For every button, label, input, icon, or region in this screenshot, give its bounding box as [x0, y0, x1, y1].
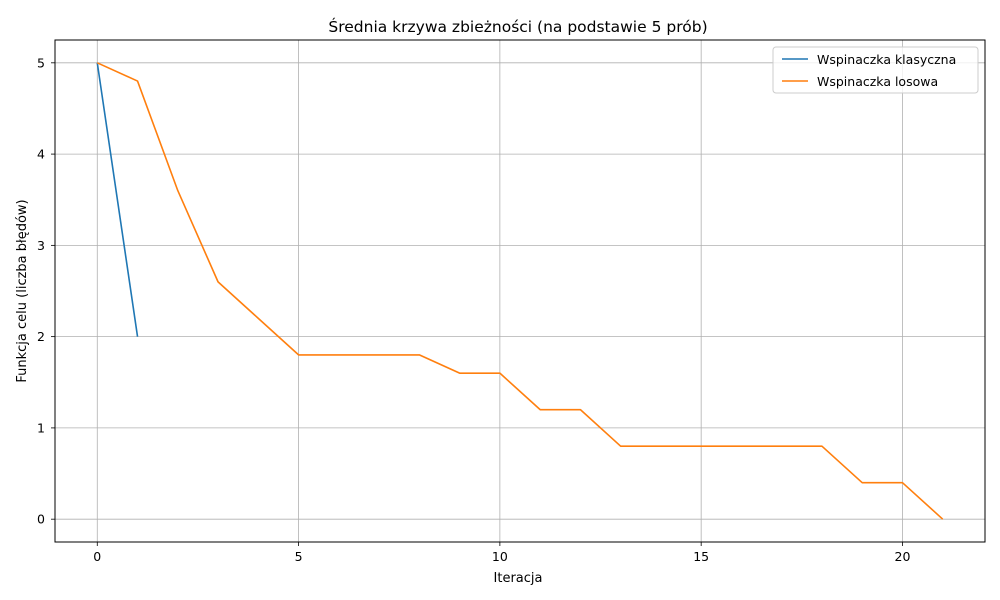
x-tick-label: 0: [93, 549, 101, 564]
x-tick-label: 15: [693, 549, 709, 564]
x-tick-label: 5: [295, 549, 303, 564]
legend-label-random: Wspinaczka losowa: [817, 74, 938, 89]
x-tick-label: 10: [492, 549, 508, 564]
y-tick-label: 5: [37, 55, 45, 70]
y-tick-label: 2: [37, 329, 45, 344]
plot-frame: [54, 39, 986, 543]
series-line-0: [96, 62, 139, 337]
y-axis-ticks: 0 1 2 3 4 5: [37, 55, 55, 527]
y-tick-label: 0: [37, 512, 45, 527]
x-axis-label: Iteracja: [494, 571, 543, 586]
series-line-1: [96, 62, 944, 520]
legend-label-classic: Wspinaczka klasyczna: [817, 52, 956, 67]
y-tick-label: 3: [37, 238, 45, 253]
y-tick-label: 4: [37, 147, 45, 162]
chart-title: Średnia krzywa zbieżności (na podstawie …: [328, 17, 707, 36]
x-axis-ticks: 0 5 10 15 20: [93, 542, 910, 564]
y-axis-label: Funkcja celu (liczba błędów): [15, 199, 30, 382]
y-tick-label: 1: [37, 420, 45, 435]
series-lines: [96, 62, 944, 520]
legend: Wspinaczka klasyczna Wspinaczka losowa: [772, 46, 979, 94]
legend-box: [772, 46, 979, 94]
x-tick-label: 20: [895, 549, 911, 564]
